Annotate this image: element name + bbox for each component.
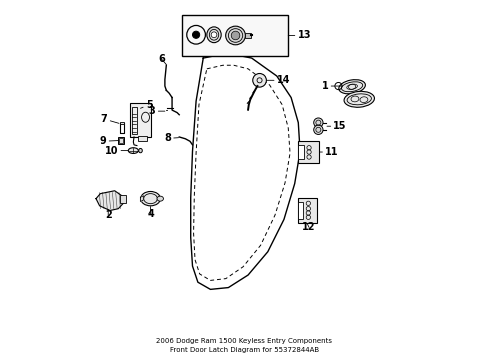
Text: 8: 8 bbox=[164, 134, 178, 143]
Polygon shape bbox=[96, 191, 123, 211]
Bar bbox=[182, 15, 287, 56]
Text: 1: 1 bbox=[321, 81, 341, 91]
Text: 13: 13 bbox=[287, 31, 310, 40]
Text: 11: 11 bbox=[319, 147, 338, 157]
Bar bbox=[120, 122, 124, 125]
Text: 3: 3 bbox=[148, 106, 164, 116]
Text: 5: 5 bbox=[140, 100, 152, 110]
Bar bbox=[119, 138, 123, 143]
Text: 9: 9 bbox=[100, 136, 118, 146]
Bar bbox=[120, 195, 126, 203]
Ellipse shape bbox=[206, 27, 221, 42]
Text: 2: 2 bbox=[104, 210, 111, 220]
Text: 6: 6 bbox=[158, 54, 166, 64]
Circle shape bbox=[313, 118, 323, 127]
Circle shape bbox=[252, 73, 266, 87]
Ellipse shape bbox=[338, 80, 365, 94]
Bar bbox=[118, 137, 124, 144]
Ellipse shape bbox=[344, 91, 374, 107]
Ellipse shape bbox=[141, 192, 160, 206]
Ellipse shape bbox=[139, 148, 142, 153]
Circle shape bbox=[313, 125, 323, 134]
Polygon shape bbox=[140, 196, 143, 202]
Bar bbox=[244, 33, 250, 39]
Ellipse shape bbox=[128, 148, 138, 153]
Circle shape bbox=[211, 32, 217, 38]
Text: 7: 7 bbox=[101, 114, 119, 124]
Text: 15: 15 bbox=[326, 121, 346, 131]
Text: 12: 12 bbox=[302, 222, 315, 232]
Text: 4: 4 bbox=[147, 207, 154, 219]
Bar bbox=[297, 198, 317, 223]
Ellipse shape bbox=[157, 196, 163, 201]
Text: 14: 14 bbox=[266, 75, 290, 85]
Circle shape bbox=[231, 31, 239, 40]
Bar bbox=[297, 202, 303, 220]
Bar bbox=[130, 103, 151, 137]
Bar bbox=[132, 107, 137, 134]
Text: 10: 10 bbox=[104, 145, 128, 156]
Circle shape bbox=[192, 31, 199, 39]
Bar bbox=[298, 145, 304, 159]
Text: 2006 Dodge Ram 1500 Keyless Entry Components
Front Door Latch Diagram for 553728: 2006 Dodge Ram 1500 Keyless Entry Compon… bbox=[156, 338, 332, 353]
Bar bbox=[137, 136, 146, 141]
Ellipse shape bbox=[225, 26, 245, 45]
Bar bbox=[298, 141, 319, 163]
